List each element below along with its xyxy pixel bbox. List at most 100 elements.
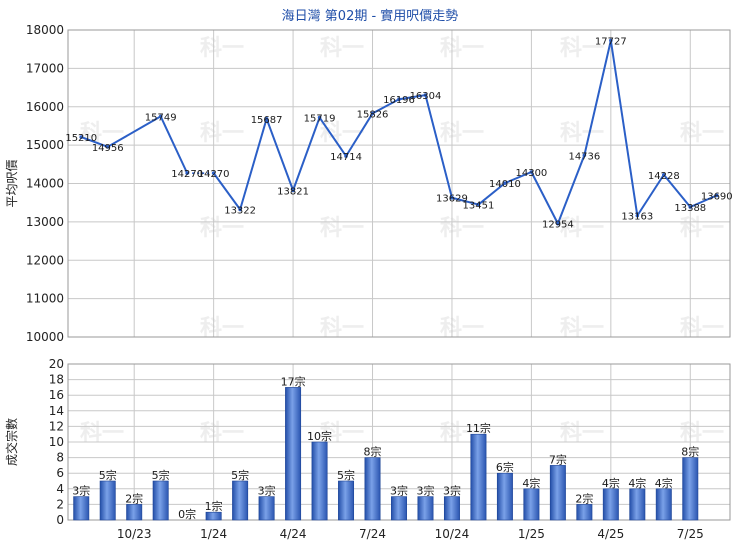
price-line-segment xyxy=(451,196,479,206)
volume-bar-label: 1宗 xyxy=(205,499,223,513)
watermark-text: 科一 xyxy=(440,36,484,61)
volume-bar-label: 3宗 xyxy=(443,484,461,498)
price-line-segment xyxy=(265,118,295,191)
x-tick-label: 10/23 xyxy=(117,527,152,541)
volume-bar-label: 4宗 xyxy=(655,476,673,490)
price-point-label: 15719 xyxy=(304,114,336,125)
price-point xyxy=(609,38,613,43)
volume-bar-label: 10宗 xyxy=(307,429,332,443)
price-point xyxy=(556,221,560,226)
price-point xyxy=(397,97,401,102)
volume-bar-label: 8宗 xyxy=(364,445,382,459)
volume-bar xyxy=(682,457,699,521)
price-point-label: 14736 xyxy=(568,151,600,162)
volume-y-tick-label: 16 xyxy=(49,388,64,402)
volume-bar-label: 11宗 xyxy=(466,421,491,435)
price-point-label: 14270 xyxy=(171,169,203,180)
price-point-label: 13163 xyxy=(621,212,653,223)
volume-bar xyxy=(73,496,90,521)
volume-bar xyxy=(126,504,143,521)
price-point-label: 15749 xyxy=(145,112,177,123)
volume-bar xyxy=(443,496,460,521)
watermark-text: 科一 xyxy=(560,216,604,241)
volume-bar xyxy=(338,480,355,521)
price-line-segment xyxy=(477,182,506,206)
price-line-segment xyxy=(504,171,532,185)
price-point xyxy=(105,145,110,149)
price-point-label: 17727 xyxy=(595,36,627,47)
price-point xyxy=(688,205,693,209)
price-point xyxy=(423,93,428,97)
price-line-segment xyxy=(689,194,718,208)
price-point-label: 13451 xyxy=(463,201,495,212)
price-point xyxy=(476,202,481,207)
price-line-segment xyxy=(583,40,612,156)
price-point-label: 13388 xyxy=(674,203,706,214)
price-point xyxy=(582,153,587,158)
watermark-text: 科一 xyxy=(320,121,364,146)
volume-bar xyxy=(470,433,487,521)
price-y-tick-label: 13000 xyxy=(26,215,64,229)
volume-bar xyxy=(496,472,513,521)
volume-y-tick-label: 2 xyxy=(56,497,64,511)
watermark-text: 科一 xyxy=(320,216,364,241)
volume-bar-label: 17宗 xyxy=(281,374,306,388)
price-point-label: 14956 xyxy=(92,143,124,154)
price-chart: 10000 11000 12000 13000 14000 15000 16000 17000… xyxy=(5,23,733,344)
price-line-segment xyxy=(345,112,374,157)
volume-bar xyxy=(417,496,434,521)
watermark-text: 科一 xyxy=(560,36,604,61)
volume-bar xyxy=(99,480,116,521)
price-point-label: 14228 xyxy=(648,171,680,182)
volume-bar-label: 3宗 xyxy=(258,484,276,498)
volume-bar xyxy=(311,441,328,521)
x-tick-label: 1/24 xyxy=(200,527,227,541)
watermark-text: 科一 xyxy=(440,121,484,146)
volume-bar xyxy=(602,488,619,521)
volume-y-tick-label: 14 xyxy=(49,404,64,418)
price-plot-frame xyxy=(67,29,731,338)
price-point-label: 13629 xyxy=(436,194,468,205)
volume-y-tick-label: 0 xyxy=(56,513,64,527)
price-y-tick-label: 11000 xyxy=(26,292,64,306)
price-y-tick-label: 14000 xyxy=(26,177,64,191)
volume-bar-label: 3宗 xyxy=(416,484,434,498)
price-line-segment xyxy=(159,115,189,174)
price-point xyxy=(264,116,269,121)
volume-y-tick-label: 12 xyxy=(49,419,64,433)
x-tick-label: 4/25 xyxy=(597,527,624,541)
price-point xyxy=(317,115,322,120)
volume-bar xyxy=(391,496,407,521)
price-y-tick-label: 16000 xyxy=(26,100,64,114)
volume-bar xyxy=(655,488,672,521)
price-point-label: 16304 xyxy=(410,91,442,102)
volume-bar xyxy=(285,387,302,521)
chart-title: 海日灣 第02期 - 實用呎價走勢 xyxy=(282,8,459,24)
price-point xyxy=(635,213,640,218)
price-point xyxy=(291,188,295,193)
price-y-tick-label: 18000 xyxy=(26,23,64,37)
volume-bar-label: 4宗 xyxy=(628,476,646,490)
price-point-label: 12954 xyxy=(542,220,574,231)
price-line-segment xyxy=(556,154,586,225)
x-tick-label: 7/24 xyxy=(359,527,386,541)
price-point-label: 15687 xyxy=(251,115,283,126)
volume-y-axis-title: 成交宗數 xyxy=(4,418,19,466)
watermark-text: 科一 xyxy=(200,121,244,146)
price-y-axis-title: 平均呎價 xyxy=(5,159,19,207)
volume-bar xyxy=(152,480,169,521)
price-line-segment xyxy=(663,174,692,208)
volume-y-tick-label: 4 xyxy=(56,482,64,496)
watermark-text: 科一 xyxy=(320,36,364,61)
watermark-text: 科一 xyxy=(680,216,724,241)
volume-bar-label: 2宗 xyxy=(575,491,593,505)
volume-y-tick-label: 10 xyxy=(49,435,64,449)
price-point xyxy=(185,171,189,175)
price-point-label: 16196 xyxy=(383,95,415,106)
price-point-label: 14010 xyxy=(489,179,521,190)
volume-y-tick-label: 20 xyxy=(49,357,64,371)
volume-bar xyxy=(258,496,275,521)
volume-bar xyxy=(629,488,646,521)
